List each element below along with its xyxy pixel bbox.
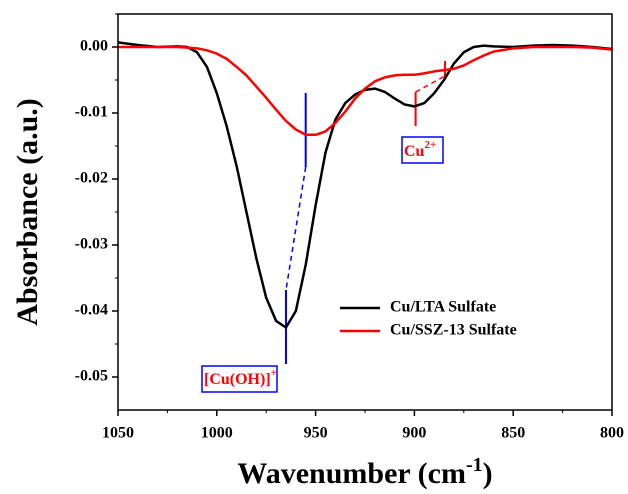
x-tick-label: 950 [304,425,328,442]
y-tick-label: 0.00 [80,38,108,55]
plot-frame [117,13,613,411]
series-line [118,45,613,137]
annotation: [Cu(OH)]+ [204,367,277,388]
guide-line [415,75,446,93]
y-tick-label: -0.04 [75,302,108,319]
y-tick-label: -0.03 [75,236,108,253]
legend-label: Cu/SSZ-13 Sulfate [390,322,517,339]
x-tick-label: 900 [402,425,426,442]
guide-line [285,166,307,291]
x-axis-title: Wavenumber (cm-1) [237,454,492,490]
y-tick-label: -0.02 [75,170,108,187]
x-tick-label: 800 [600,425,624,442]
y-tick-label: -0.01 [75,104,108,121]
annotation: Cu2+ [404,139,436,160]
x-tick-label: 1000 [201,425,233,442]
series-line [117,41,613,329]
legend-label: Cu/LTA Sulfate [390,299,496,316]
x-tick-label: 850 [501,425,525,442]
x-tick-label: 1050 [102,425,134,442]
y-tick-label: -0.05 [75,368,108,385]
annotation-box [201,365,278,393]
y-axis-title: Absorbance (a.u.) [11,98,44,326]
annotation-box [401,136,444,164]
